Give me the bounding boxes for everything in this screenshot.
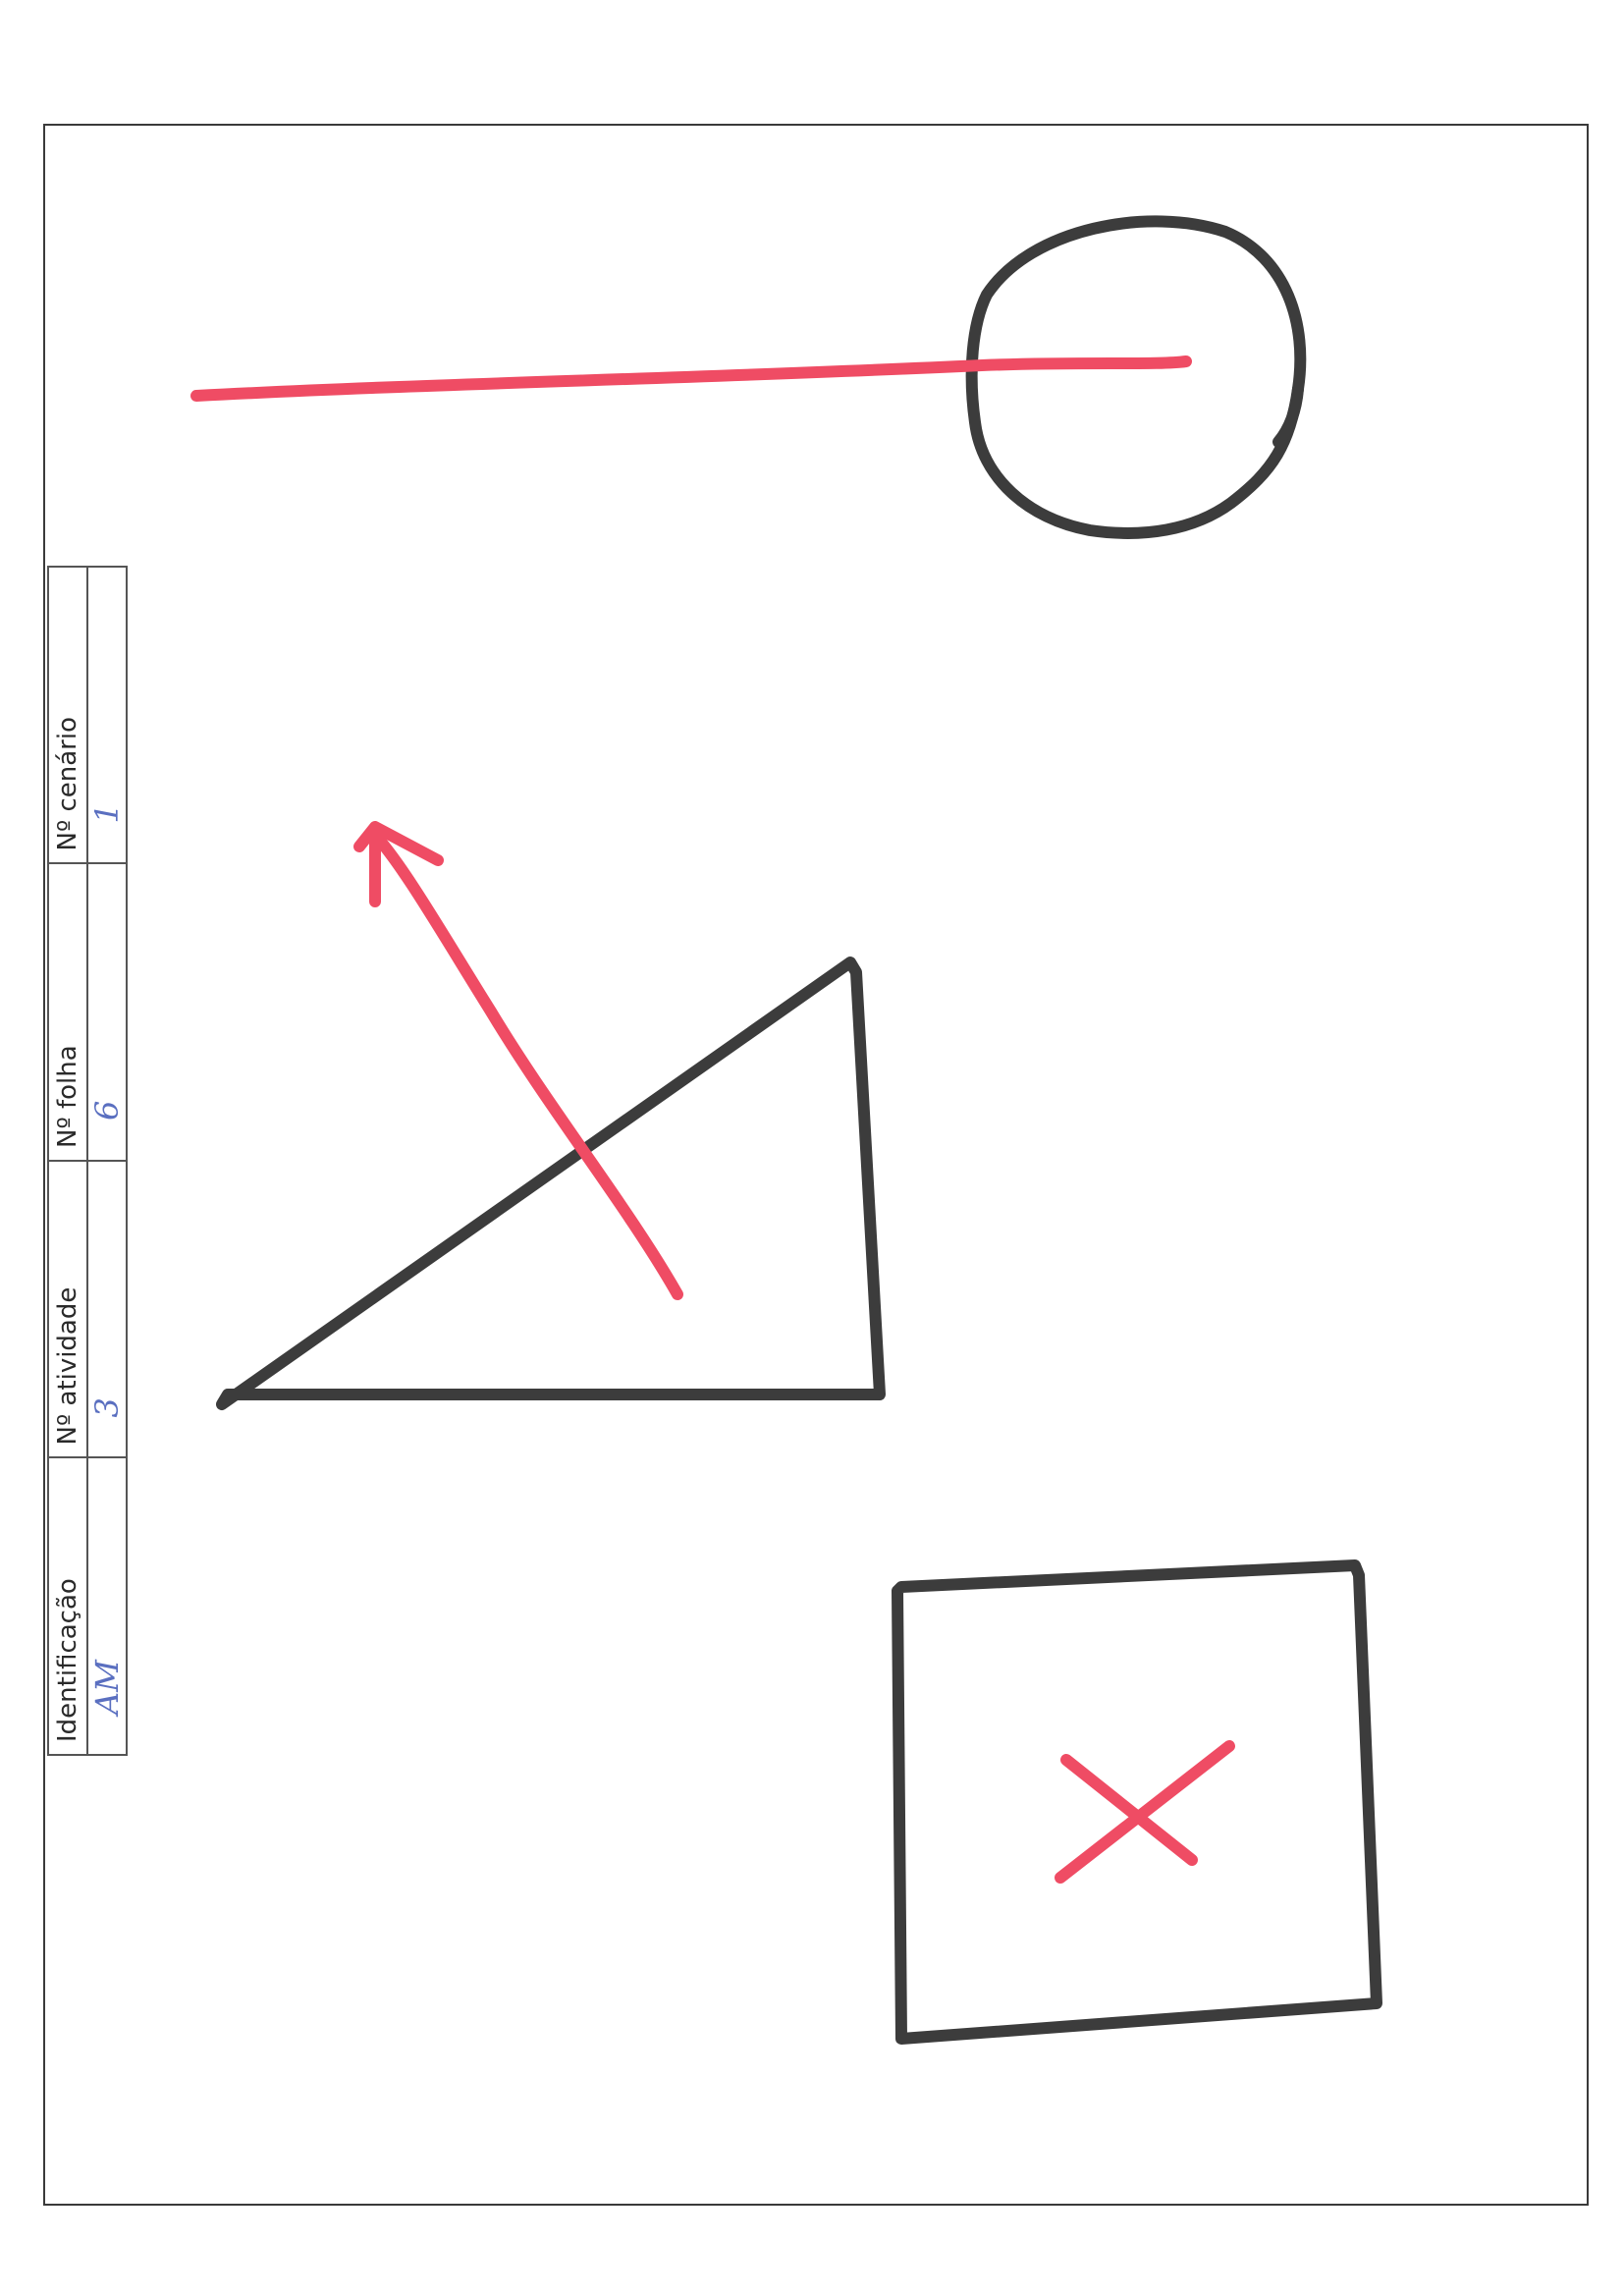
drawn-red-arrow-head <box>353 821 444 907</box>
header-folha: Nº folha <box>49 862 86 1160</box>
drawn-square <box>892 1559 1382 2045</box>
drawn-circle-overlap <box>1272 383 1304 448</box>
header-cenario: Nº cenário <box>53 717 82 851</box>
value-identificacao: AM <box>88 1456 126 1754</box>
header-identificacao: Identificação <box>49 1456 86 1754</box>
drawn-circle <box>965 215 1307 539</box>
page-frame <box>43 124 1589 2206</box>
value-folha: 6 <box>88 862 126 1160</box>
identification-table-values: AM 3 6 1 <box>88 568 126 1754</box>
value-atividade: 3 <box>88 1160 126 1457</box>
identification-table-header: Identificação Nº atividade Nº folha Nº c… <box>49 568 88 1754</box>
value-cenario: 1 <box>88 803 126 824</box>
drawn-red-arrow <box>367 827 683 1300</box>
drawn-red-cross <box>1055 1740 1235 1884</box>
header-atividade: Nº atividade <box>49 1160 86 1457</box>
drawn-red-line <box>190 355 1192 402</box>
identification-table: Identificação Nº atividade Nº folha Nº c… <box>47 566 128 1756</box>
drawn-triangle <box>216 957 886 1410</box>
